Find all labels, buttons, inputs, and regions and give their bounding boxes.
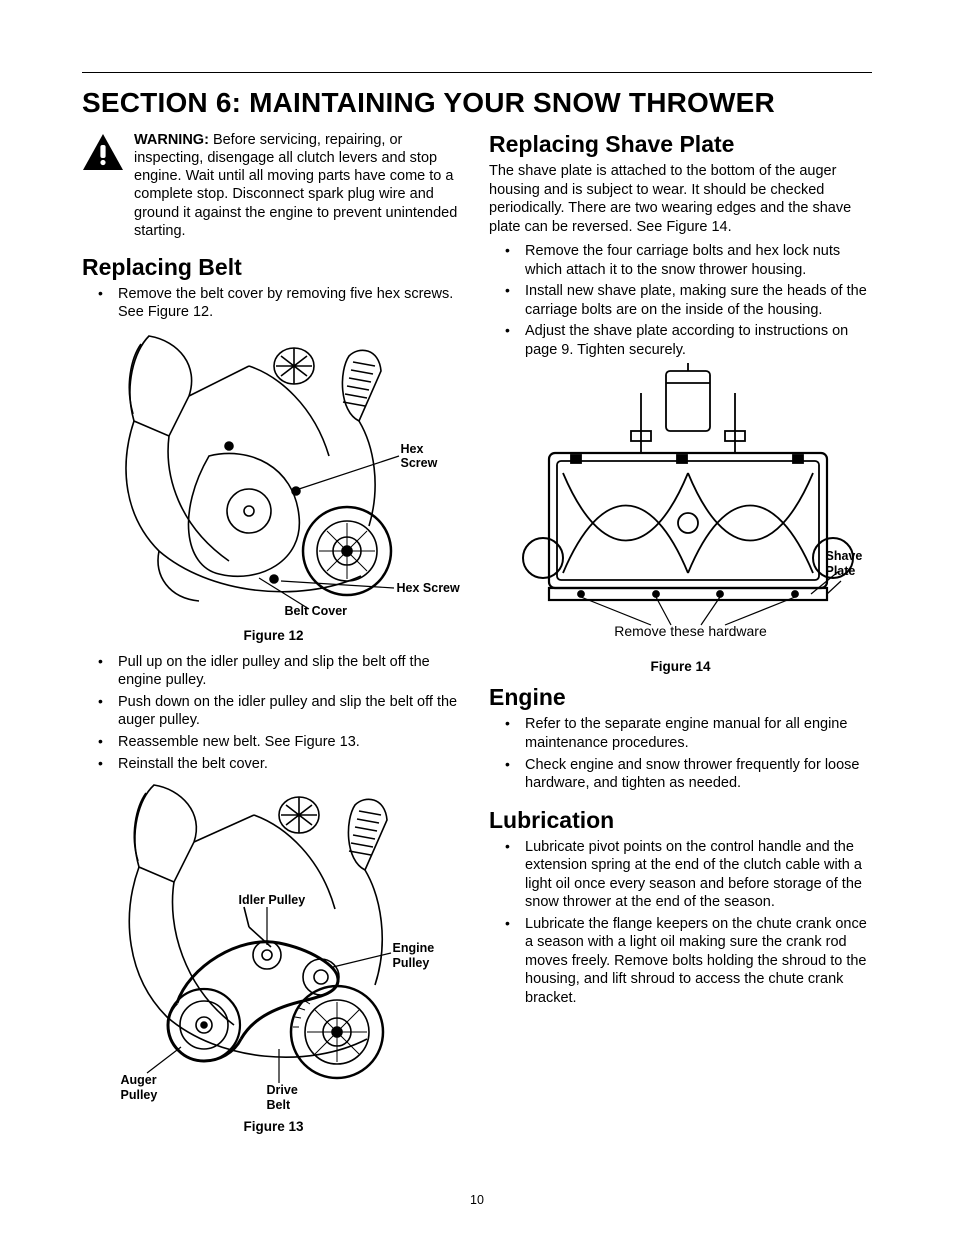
heading-replacing-belt: Replacing Belt — [82, 254, 465, 281]
list-item: Adjust the shave plate according to inst… — [489, 322, 872, 359]
fig12-label-hex-screw-top: Hex Screw — [401, 442, 438, 471]
belt-steps-list: Pull up on the idler pulley and slip the… — [82, 653, 465, 773]
figure-12-caption: Figure 12 — [82, 628, 465, 643]
lube-steps-list: Lubricate pivot points on the control ha… — [489, 838, 872, 1008]
figure-13-caption: Figure 13 — [82, 1119, 465, 1134]
page-number: 10 — [0, 1193, 954, 1207]
list-item: Install new shave plate, making sure the… — [489, 282, 872, 319]
engine-steps-list: Refer to the separate engine manual for … — [489, 715, 872, 792]
figure-14-caption: Figure 14 — [489, 659, 872, 674]
top-rule — [82, 72, 872, 73]
figure-12: Hex Screw Hex Screw Belt Cover — [99, 326, 449, 622]
fig13-label-idler: Idler Pulley — [239, 893, 306, 907]
shave-plate-para: The shave plate is attached to the botto… — [489, 162, 872, 236]
belt-intro-list: Remove the belt cover by removing five h… — [82, 285, 465, 322]
fig14-label-shave-plate: Shave Plate — [826, 549, 863, 578]
figure-13: Idler Pulley Engine Pulley Auger Pulley … — [99, 777, 449, 1113]
list-item: Pull up on the idler pulley and slip the… — [82, 653, 465, 690]
heading-shave-plate: Replacing Shave Plate — [489, 131, 872, 158]
heading-lubrication: Lubrication — [489, 807, 872, 834]
list-item: Refer to the separate engine manual for … — [489, 715, 872, 752]
fig13-label-drive: Drive Belt — [267, 1083, 298, 1112]
section-title: SECTION 6: MAINTAINING YOUR SNOW THROWER — [82, 87, 872, 119]
warning-block: WARNING: Before servicing, repairing, or… — [82, 131, 465, 240]
list-item: Remove the four carriage bolts and hex l… — [489, 242, 872, 279]
fig13-label-engine: Engine Pulley — [393, 941, 435, 970]
fig12-label-belt-cover: Belt Cover — [285, 604, 348, 618]
list-item: Check engine and snow thrower frequently… — [489, 756, 872, 793]
list-item: Lubricate the flange keepers on the chut… — [489, 915, 872, 1008]
fig14-label-remove-hardware: Remove these hardware — [601, 623, 781, 639]
fig12-label-hex-screw-side: Hex Screw — [397, 581, 460, 595]
right-column: Replacing Shave Plate The shave plate is… — [489, 131, 872, 1144]
warning-icon — [82, 133, 124, 240]
list-item: Reinstall the belt cover. — [82, 755, 465, 774]
fig13-label-auger: Auger Pulley — [121, 1073, 158, 1102]
warning-label: WARNING: — [134, 132, 209, 148]
list-item: Lubricate pivot points on the control ha… — [489, 838, 872, 912]
list-item: Remove the belt cover by removing five h… — [82, 285, 465, 322]
left-column: WARNING: Before servicing, repairing, or… — [82, 131, 465, 1144]
heading-engine: Engine — [489, 684, 872, 711]
warning-text: WARNING: Before servicing, repairing, or… — [134, 131, 465, 240]
shave-steps-list: Remove the four carriage bolts and hex l… — [489, 242, 872, 359]
list-item: Push down on the idler pulley and slip t… — [82, 693, 465, 730]
list-item: Reassemble new belt. See Figure 13. — [82, 733, 465, 752]
figure-14: Shave Plate Remove these hardware — [491, 363, 871, 653]
